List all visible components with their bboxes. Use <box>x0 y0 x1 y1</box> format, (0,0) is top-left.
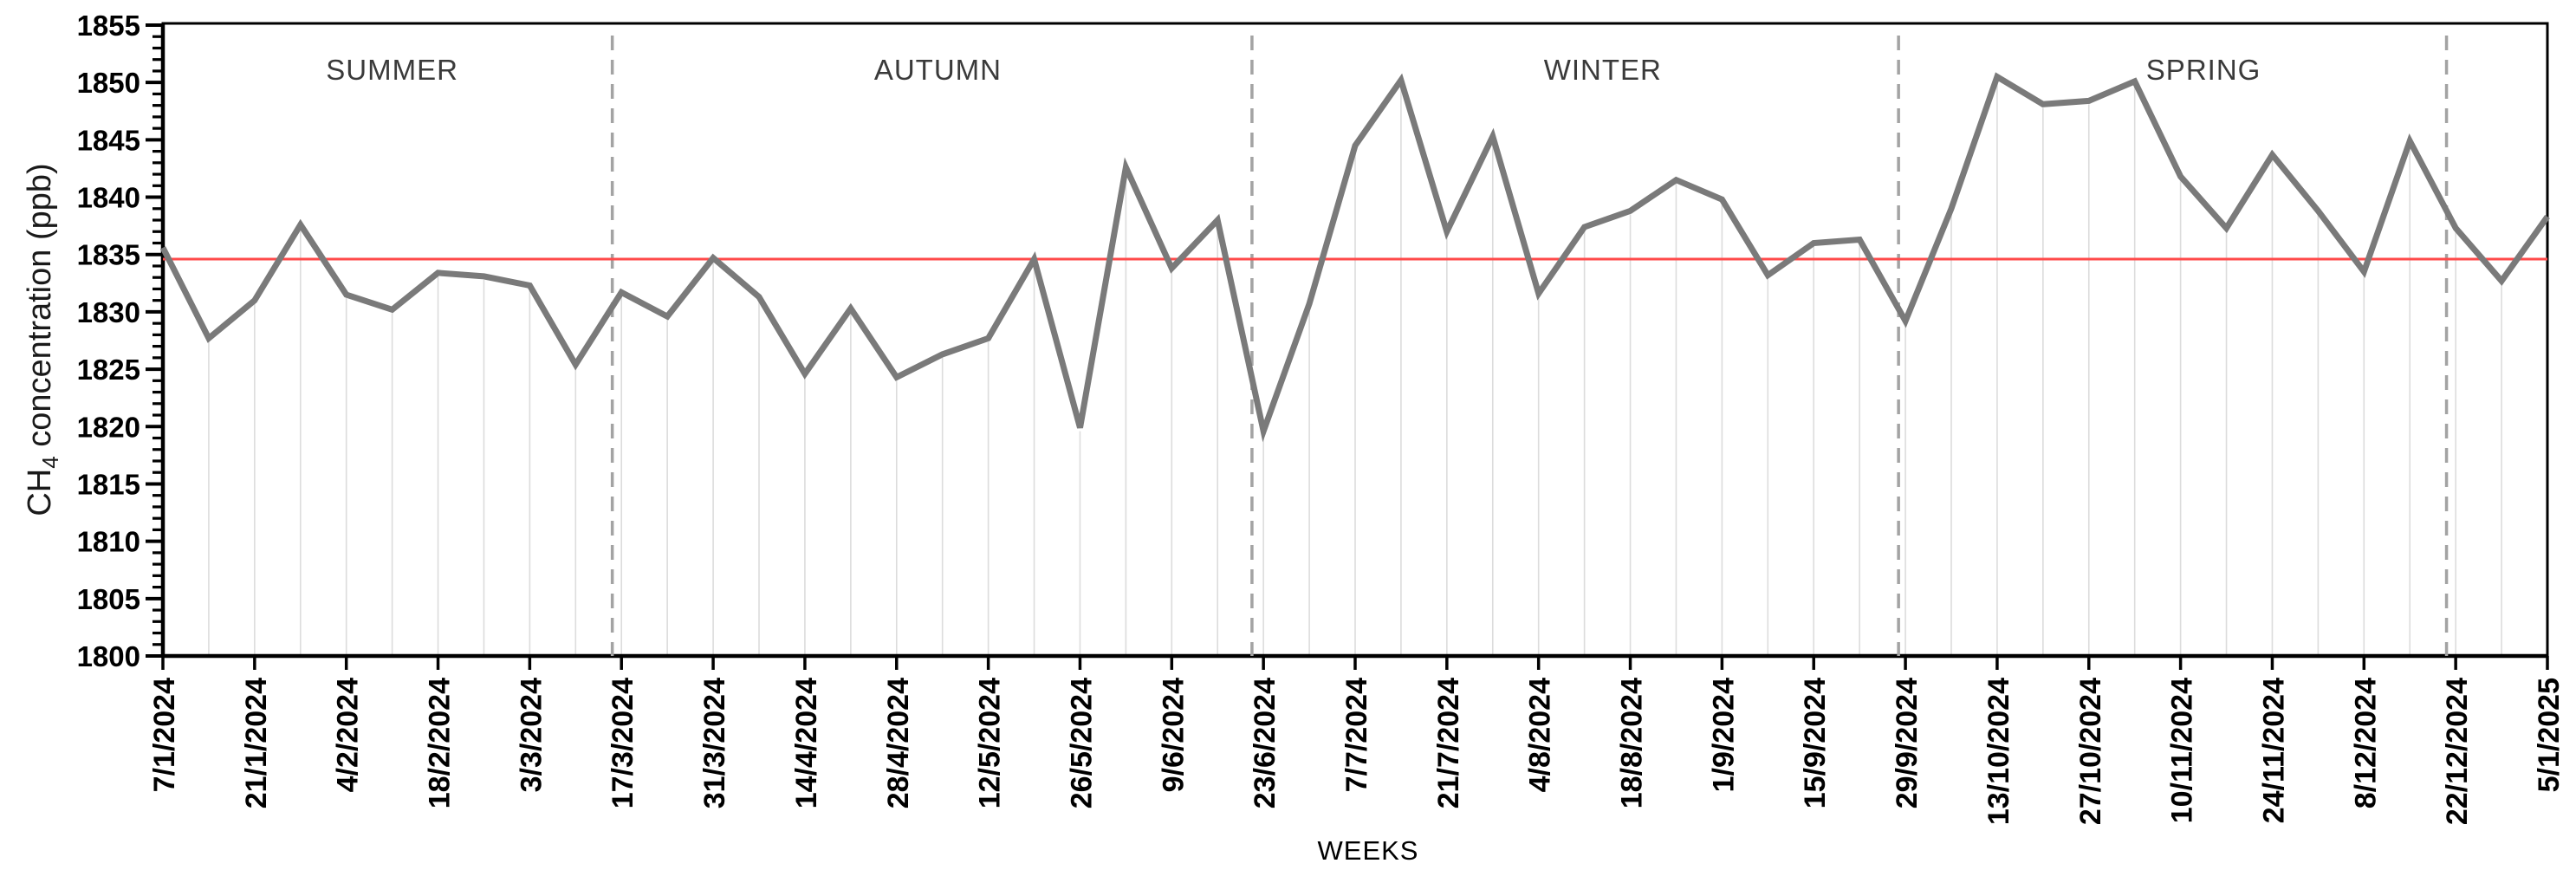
x-tick-label: 7/7/2024 <box>1340 678 1373 792</box>
x-tick-label: 17/3/2024 <box>607 678 639 808</box>
y-tick-label: 1840 <box>77 182 140 214</box>
x-tick-label: 7/1/2024 <box>148 678 181 792</box>
x-tick-label: 15/9/2024 <box>1799 678 1832 808</box>
x-tick-label: 5/1/2025 <box>2533 678 2566 792</box>
y-tick-label: 1845 <box>77 124 140 156</box>
drop-lines-group <box>162 80 2548 656</box>
x-tick-label: 28/4/2024 <box>882 678 915 808</box>
x-tick-label: 10/11/2024 <box>2166 678 2199 823</box>
season-dividers-group <box>610 36 2449 656</box>
y-tick-label: 1800 <box>77 640 140 672</box>
x-tick-label: 13/10/2024 <box>1982 678 2015 825</box>
y-tick-label: 1835 <box>77 239 140 271</box>
y-tick-label: 1830 <box>77 296 140 328</box>
x-tick-label: 29/9/2024 <box>1891 678 1924 808</box>
x-axis-title: WEEKS <box>1318 835 1419 866</box>
x-tick-label: 18/2/2024 <box>424 678 457 808</box>
season-label: AUTUMN <box>874 54 1002 86</box>
x-tick-label: 26/5/2024 <box>1065 678 1098 808</box>
x-tick-label: 23/6/2024 <box>1249 678 1282 808</box>
x-tick-label: 21/1/2024 <box>240 678 273 808</box>
x-tick-label: 4/2/2024 <box>332 678 365 792</box>
y-tick-label: 1815 <box>77 468 140 500</box>
x-tick-label: 12/5/2024 <box>974 678 1007 808</box>
x-tick-label: 22/12/2024 <box>2441 678 2474 825</box>
y-tick-label: 1810 <box>77 526 140 558</box>
x-tick-label: 31/3/2024 <box>698 678 731 808</box>
y-tick-label: 1820 <box>77 411 140 443</box>
y-axis-title: CH4 concentration (ppb) <box>22 163 63 516</box>
x-tick-label: 27/10/2024 <box>2074 678 2107 825</box>
y-tick-label: 1855 <box>77 10 140 42</box>
x-tick-label: 24/11/2024 <box>2257 678 2290 823</box>
x-tick-label: 18/8/2024 <box>1616 678 1649 808</box>
x-tick-label: 1/9/2024 <box>1707 678 1740 792</box>
y-tick-label: 1825 <box>77 354 140 386</box>
y-tick-label: 1850 <box>77 67 140 99</box>
ch4-series-line <box>159 72 2550 443</box>
x-tick-label: 4/8/2024 <box>1524 678 1557 792</box>
series-line-group <box>159 72 2550 443</box>
axis-titles-group: CH4 concentration (ppb) WEEKS <box>22 163 1418 866</box>
season-label: SPRING <box>2146 54 2261 86</box>
x-tick-label: 8/12/2024 <box>2349 678 2382 808</box>
season-label: WINTER <box>1544 54 1662 86</box>
x-tick-label: 9/6/2024 <box>1157 678 1190 792</box>
x-tick-label: 3/3/2024 <box>515 678 548 792</box>
y-tick-label: 1805 <box>77 583 140 615</box>
x-tick-label: 14/4/2024 <box>790 678 823 808</box>
x-axis-group: 7/1/2024 21/1/2024 4/2/2024 18/2/2024 3/3/20… <box>148 656 2566 825</box>
y-axis-group: 1800 1805 1810 1815 1820 1825 1830 1835 1840 1845… <box>77 10 163 672</box>
season-label: SUMMER <box>326 54 458 86</box>
season-labels-group: SUMMER AUTUMN WINTER SPRING <box>326 54 2261 86</box>
x-tick-label: 21/7/2024 <box>1432 678 1465 808</box>
